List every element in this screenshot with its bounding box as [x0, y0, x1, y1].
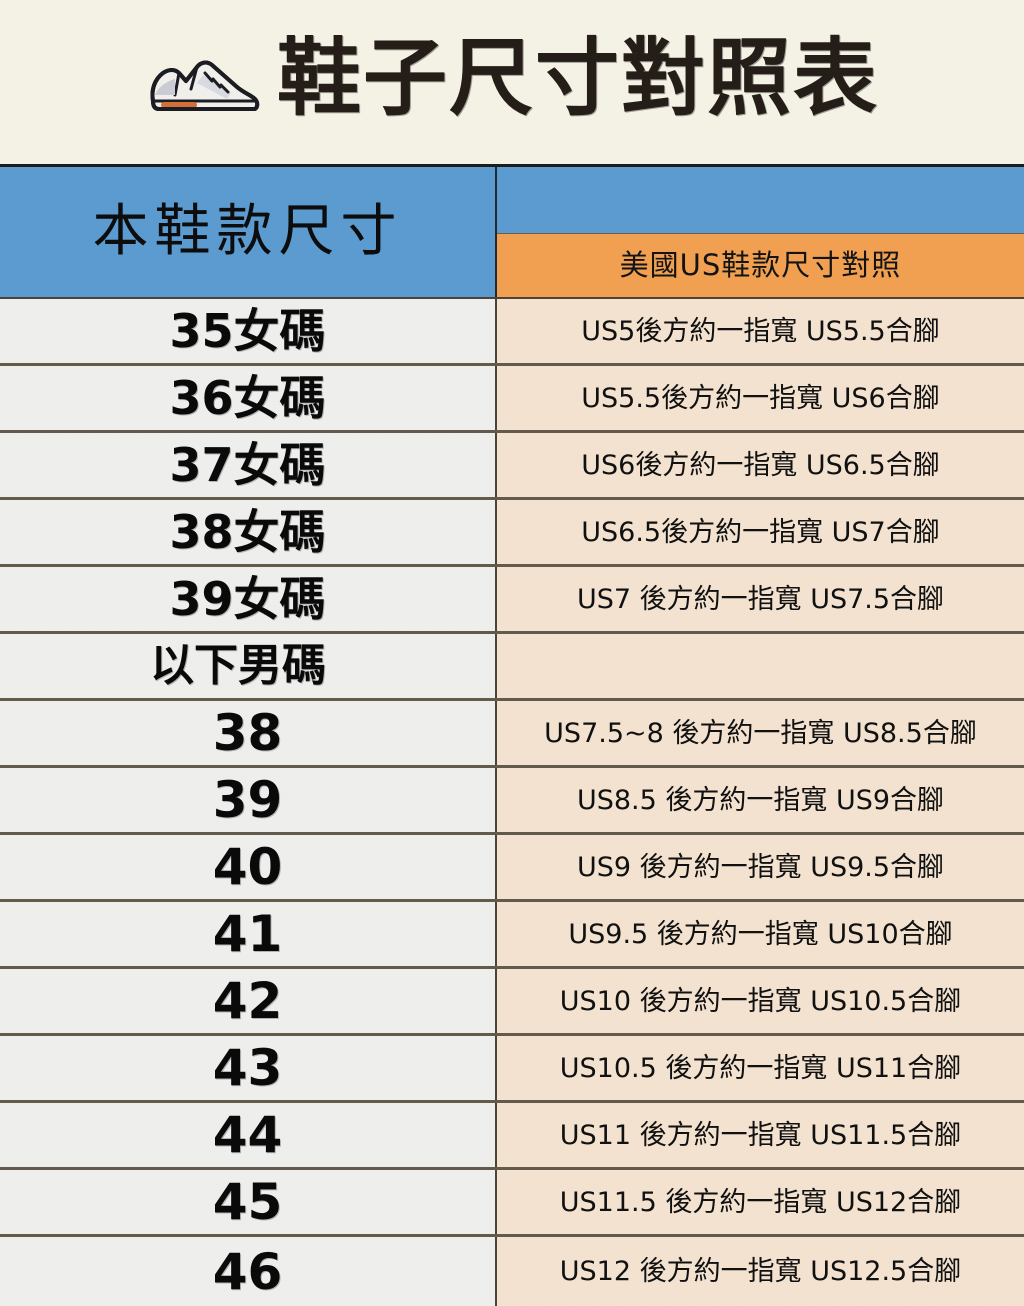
- table-row: 41 US9.5 後方約一指寬 US10合腳: [0, 902, 1024, 969]
- us-size-value: US12 後方約一指寬 US12.5合腳: [559, 1256, 962, 1287]
- us-size-value: US10.5 後方約一指寬 US11合腳: [559, 1052, 962, 1084]
- header-label-size: 本鞋款尺寸: [92, 199, 403, 264]
- cell-us-size: [497, 634, 1024, 698]
- us-size-value: US9.5 後方約一指寬 US10合腳: [568, 918, 953, 950]
- cell-us-size: US12 後方約一指寬 US12.5合腳: [497, 1237, 1024, 1306]
- size-chart-table: 本鞋款尺寸 美國US鞋款尺寸對照 35女碼 US5後方約一指寬 US5.5合腳 36…: [0, 164, 1024, 1306]
- cell-local-size: 39: [0, 768, 497, 832]
- title-band: 鞋子尺寸對照表: [0, 0, 1024, 164]
- local-size-value: 43: [212, 1039, 283, 1097]
- local-size-value: 以下男碼: [150, 640, 326, 691]
- local-size-value: 46: [212, 1242, 283, 1301]
- us-size-value: US9 後方約一指寬 US9.5合腳: [576, 851, 945, 883]
- cell-local-size: 35女碼: [0, 299, 497, 363]
- cell-local-size: 40: [0, 835, 497, 899]
- us-size-value: US11 後方約一指寬 US11.5合腳: [559, 1119, 962, 1151]
- local-size-value: 38: [212, 704, 283, 762]
- local-size-value: 45: [212, 1173, 283, 1231]
- header-cell-us: 美國US鞋款尺寸對照: [497, 167, 1024, 297]
- local-size-value: 39女碼: [169, 572, 326, 626]
- cell-us-size: US8.5 後方約一指寬 US9合腳: [497, 768, 1024, 832]
- cell-us-size: US7.5~8 後方約一指寬 US8.5合腳: [497, 701, 1024, 765]
- local-size-value: 44: [212, 1106, 283, 1164]
- us-size-value: US5後方約一指寬 US5.5合腳: [581, 315, 940, 347]
- table-row: 39女碼 US7 後方約一指寬 US7.5合腳: [0, 567, 1024, 634]
- table-row: 46 US12 後方約一指寬 US12.5合腳: [0, 1237, 1024, 1306]
- header-blue-spacer: [497, 167, 1024, 234]
- cell-us-size: US5後方約一指寬 US5.5合腳: [497, 299, 1024, 363]
- cell-local-size: 39女碼: [0, 567, 497, 631]
- table-row: 38 US7.5~8 後方約一指寬 US8.5合腳: [0, 701, 1024, 768]
- cell-us-size: US10.5 後方約一指寬 US11合腳: [497, 1036, 1024, 1100]
- table-row: 44 US11 後方約一指寬 US11.5合腳: [0, 1103, 1024, 1170]
- us-size-value: US7 後方約一指寬 US7.5合腳: [576, 583, 945, 615]
- table-header-row: 本鞋款尺寸 美國US鞋款尺寸對照: [0, 167, 1024, 299]
- page-title: 鞋子尺寸對照表: [276, 29, 879, 127]
- local-size-value: 36女碼: [169, 371, 326, 425]
- cell-local-size: 45: [0, 1170, 497, 1234]
- table-row: 40 US9 後方約一指寬 US9.5合腳: [0, 835, 1024, 902]
- cell-local-size: 38女碼: [0, 500, 497, 564]
- local-size-value: 37女碼: [169, 438, 326, 492]
- table-row: 35女碼 US5後方約一指寬 US5.5合腳: [0, 299, 1024, 366]
- table-row: 以下男碼: [0, 634, 1024, 701]
- us-size-value: US10 後方約一指寬 US10.5合腳: [559, 985, 962, 1017]
- row-divider-label-cell: 以下男碼: [0, 634, 497, 698]
- cell-local-size: 37女碼: [0, 433, 497, 497]
- cell-us-size: US10 後方約一指寬 US10.5合腳: [497, 969, 1024, 1033]
- us-size-value: US6後方約一指寬 US6.5合腳: [581, 449, 940, 481]
- cell-us-size: US9 後方約一指寬 US9.5合腳: [497, 835, 1024, 899]
- cell-local-size: 42: [0, 969, 497, 1033]
- cell-us-size: US7 後方約一指寬 US7.5合腳: [497, 567, 1024, 631]
- table-row: 42 US10 後方約一指寬 US10.5合腳: [0, 969, 1024, 1036]
- local-size-value: 41: [212, 905, 283, 963]
- sneaker-icon: [150, 60, 260, 111]
- cell-us-size: US9.5 後方約一指寬 US10合腳: [497, 902, 1024, 966]
- cell-us-size: US6後方約一指寬 US6.5合腳: [497, 433, 1024, 497]
- us-size-value: US8.5 後方約一指寬 US9合腳: [576, 784, 945, 816]
- header-label-us: 美國US鞋款尺寸對照: [619, 248, 902, 282]
- us-size-value: US5.5後方約一指寬 US6合腳: [581, 382, 940, 414]
- us-size-value: US11.5 後方約一指寬 US12合腳: [559, 1186, 962, 1218]
- cell-us-size: US5.5後方約一指寬 US6合腳: [497, 366, 1024, 430]
- table-row: 39 US8.5 後方約一指寬 US9合腳: [0, 768, 1024, 835]
- us-size-value: US7.5~8 後方約一指寬 US8.5合腳: [544, 717, 977, 749]
- table-row: 38女碼 US6.5後方約一指寬 US7合腳: [0, 500, 1024, 567]
- cell-us-size: US11 後方約一指寬 US11.5合腳: [497, 1103, 1024, 1167]
- cell-local-size: 43: [0, 1036, 497, 1100]
- header-orange-band: 美國US鞋款尺寸對照: [497, 234, 1024, 297]
- cell-local-size: 36女碼: [0, 366, 497, 430]
- table-body: 35女碼 US5後方約一指寬 US5.5合腳 36女碼 US5.5後方約一指寬 US6…: [0, 299, 1024, 1306]
- local-size-value: 42: [212, 972, 283, 1030]
- table-row: 43 US10.5 後方約一指寬 US11合腳: [0, 1036, 1024, 1103]
- local-size-value: 35女碼: [169, 304, 326, 358]
- cell-us-size: US6.5後方約一指寬 US7合腳: [497, 500, 1024, 564]
- cell-us-size: US11.5 後方約一指寬 US12合腳: [497, 1170, 1024, 1234]
- table-row: 37女碼 US6後方約一指寬 US6.5合腳: [0, 433, 1024, 500]
- cell-local-size: 46: [0, 1237, 497, 1306]
- cell-local-size: 44: [0, 1103, 497, 1167]
- local-size-value: 39: [212, 771, 283, 829]
- local-size-value: 40: [212, 838, 283, 896]
- cell-local-size: 41: [0, 902, 497, 966]
- local-size-value: 38女碼: [169, 505, 326, 559]
- table-row: 45 US11.5 後方約一指寬 US12合腳: [0, 1170, 1024, 1237]
- table-row: 36女碼 US5.5後方約一指寬 US6合腳: [0, 366, 1024, 433]
- cell-local-size: 38: [0, 701, 497, 765]
- header-cell-size: 本鞋款尺寸: [0, 167, 497, 297]
- us-size-value: US6.5後方約一指寬 US7合腳: [581, 516, 940, 548]
